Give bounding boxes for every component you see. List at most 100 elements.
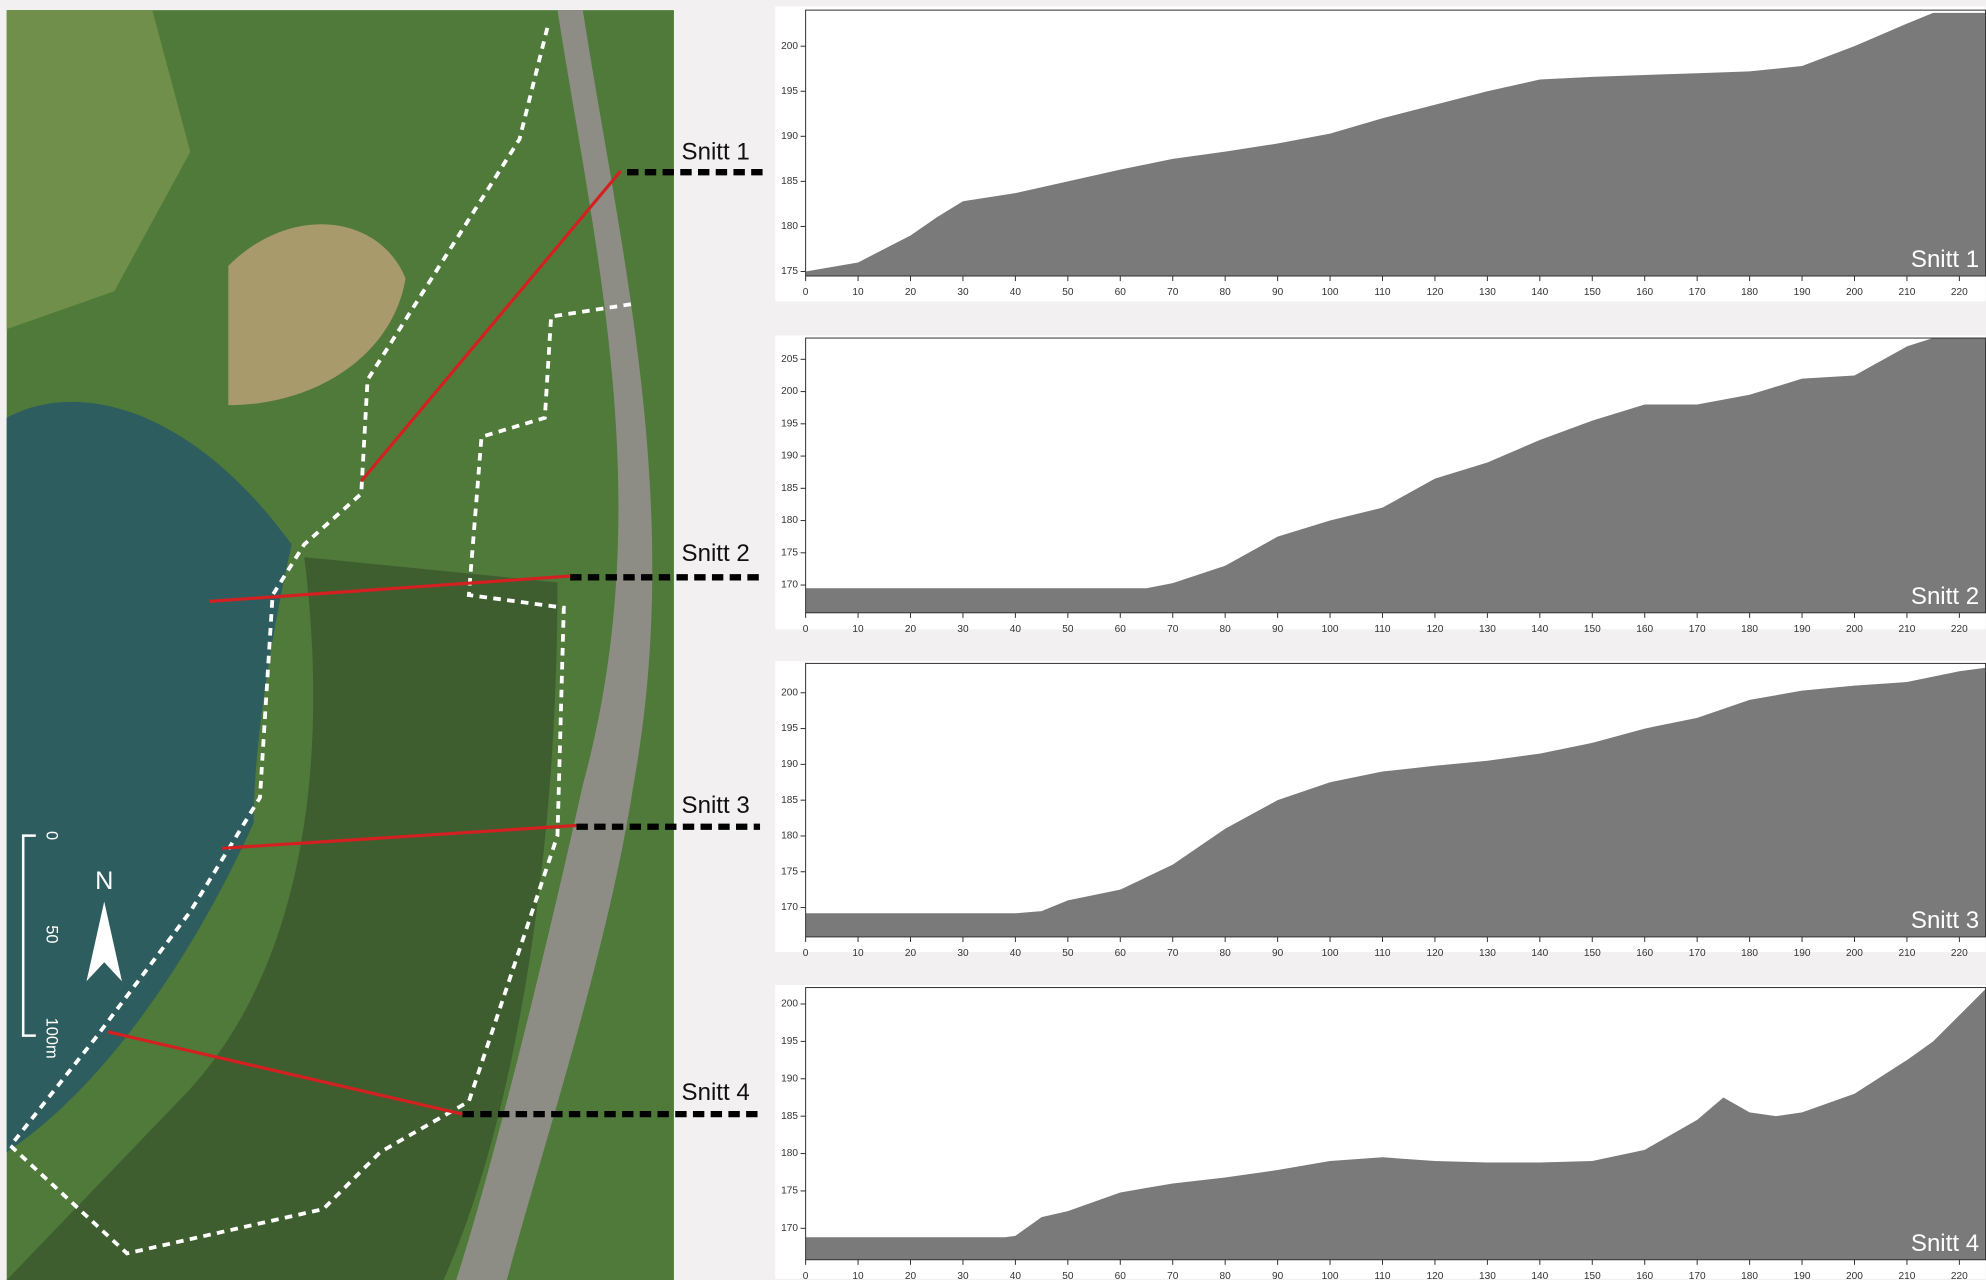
x-tick-label: 100	[1322, 624, 1339, 635]
x-tick-label: 150	[1584, 624, 1601, 635]
x-tick-label: 60	[1115, 624, 1127, 635]
x-tick-label: 180	[1741, 1271, 1758, 1280]
y-tick-label: 195	[781, 86, 798, 97]
x-tick-label: 150	[1584, 948, 1601, 959]
x-tick-label: 120	[1427, 948, 1444, 959]
y-tick-label: 170	[781, 1223, 798, 1234]
x-tick-label: 140	[1531, 948, 1548, 959]
y-tick-label: 180	[781, 515, 798, 526]
x-tick-label: 10	[852, 287, 864, 298]
scale-label: 100m	[43, 1018, 61, 1059]
y-tick-label: 195	[781, 723, 798, 734]
section-label: Snitt 3	[682, 792, 750, 819]
x-tick-label: 20	[905, 624, 917, 635]
x-tick-label: 170	[1689, 948, 1706, 959]
x-tick-label: 120	[1427, 1271, 1444, 1280]
x-tick-label: 190	[1794, 1271, 1811, 1280]
y-tick-label: 190	[781, 451, 798, 462]
x-tick-label: 220	[1951, 287, 1968, 298]
north-label: N	[95, 867, 113, 895]
x-tick-label: 70	[1167, 287, 1179, 298]
x-tick-label: 200	[1846, 287, 1863, 298]
y-tick-label: 195	[781, 1036, 798, 1047]
x-tick-label: 40	[1010, 1271, 1022, 1280]
x-tick-label: 130	[1479, 624, 1496, 635]
y-tick-label: 185	[781, 483, 798, 494]
y-tick-label: 195	[781, 418, 798, 429]
chart-annotation: Snitt 2	[1911, 583, 1979, 610]
chart-annotation: Snitt 4	[1911, 1230, 1979, 1257]
x-tick-label: 20	[905, 287, 917, 298]
x-tick-label: 210	[1898, 624, 1915, 635]
x-tick-label: 80	[1220, 287, 1232, 298]
x-tick-label: 80	[1220, 1271, 1232, 1280]
x-tick-label: 110	[1374, 287, 1390, 298]
x-tick-label: 190	[1794, 287, 1811, 298]
x-tick-label: 130	[1479, 1271, 1496, 1280]
y-tick-label: 200	[781, 687, 798, 698]
x-tick-label: 150	[1584, 287, 1601, 298]
x-tick-label: 50	[1062, 624, 1074, 635]
x-tick-label: 130	[1479, 287, 1496, 298]
y-tick-label: 205	[781, 354, 798, 365]
x-tick-label: 70	[1167, 624, 1179, 635]
x-tick-label: 110	[1374, 624, 1390, 635]
x-tick-label: 180	[1741, 948, 1758, 959]
x-tick-label: 110	[1374, 948, 1390, 959]
x-tick-label: 150	[1584, 1271, 1601, 1280]
x-tick-label: 20	[905, 948, 917, 959]
x-tick-label: 210	[1898, 1271, 1915, 1280]
x-tick-label: 50	[1062, 1271, 1074, 1280]
x-tick-label: 140	[1531, 1271, 1548, 1280]
x-tick-label: 160	[1636, 948, 1653, 959]
x-tick-label: 100	[1322, 948, 1339, 959]
y-tick-label: 190	[781, 1073, 798, 1084]
x-tick-label: 90	[1272, 287, 1284, 298]
x-tick-label: 0	[803, 624, 809, 635]
x-tick-label: 0	[803, 948, 809, 959]
chart-annotation: Snitt 1	[1911, 246, 1979, 273]
chart-annotation: Snitt 3	[1911, 907, 1979, 934]
x-tick-label: 40	[1010, 624, 1022, 635]
y-tick-label: 200	[781, 41, 798, 52]
x-tick-label: 80	[1220, 948, 1232, 959]
x-tick-label: 210	[1898, 287, 1915, 298]
x-tick-label: 70	[1167, 948, 1179, 959]
scale-label: 0	[43, 831, 61, 840]
y-tick-label: 180	[781, 831, 798, 842]
x-tick-label: 80	[1220, 624, 1232, 635]
y-tick-label: 175	[781, 1186, 798, 1197]
x-tick-label: 140	[1531, 624, 1548, 635]
y-tick-label: 185	[781, 1111, 798, 1122]
x-tick-label: 180	[1741, 287, 1758, 298]
x-tick-label: 200	[1846, 624, 1863, 635]
section-label: Snitt 2	[682, 540, 750, 567]
y-tick-label: 180	[781, 221, 798, 232]
x-tick-label: 0	[803, 1271, 809, 1280]
x-tick-label: 50	[1062, 948, 1074, 959]
x-tick-label: 50	[1062, 287, 1074, 298]
x-tick-label: 160	[1636, 1271, 1653, 1280]
x-tick-label: 30	[957, 287, 969, 298]
page: {"map": {"labels": ["Snitt 1", "Snitt 2"…	[0, 0, 1986, 1280]
x-tick-label: 60	[1115, 287, 1127, 298]
x-tick-label: 30	[957, 948, 969, 959]
y-tick-label: 190	[781, 131, 798, 142]
y-tick-label: 200	[781, 999, 798, 1010]
x-tick-label: 140	[1531, 287, 1548, 298]
x-tick-label: 60	[1115, 1271, 1127, 1280]
x-tick-label: 120	[1427, 624, 1444, 635]
y-tick-label: 185	[781, 176, 798, 187]
x-tick-label: 10	[852, 624, 864, 635]
x-tick-label: 30	[957, 624, 969, 635]
x-tick-label: 10	[852, 1271, 864, 1280]
section-label: Snitt 1	[682, 139, 750, 166]
x-tick-label: 190	[1794, 624, 1811, 635]
x-tick-label: 200	[1846, 948, 1863, 959]
x-tick-label: 0	[803, 287, 809, 298]
x-tick-label: 200	[1846, 1271, 1863, 1280]
x-tick-label: 40	[1010, 948, 1022, 959]
y-tick-label: 190	[781, 759, 798, 770]
y-tick-label: 175	[781, 866, 798, 877]
x-tick-label: 160	[1636, 624, 1653, 635]
